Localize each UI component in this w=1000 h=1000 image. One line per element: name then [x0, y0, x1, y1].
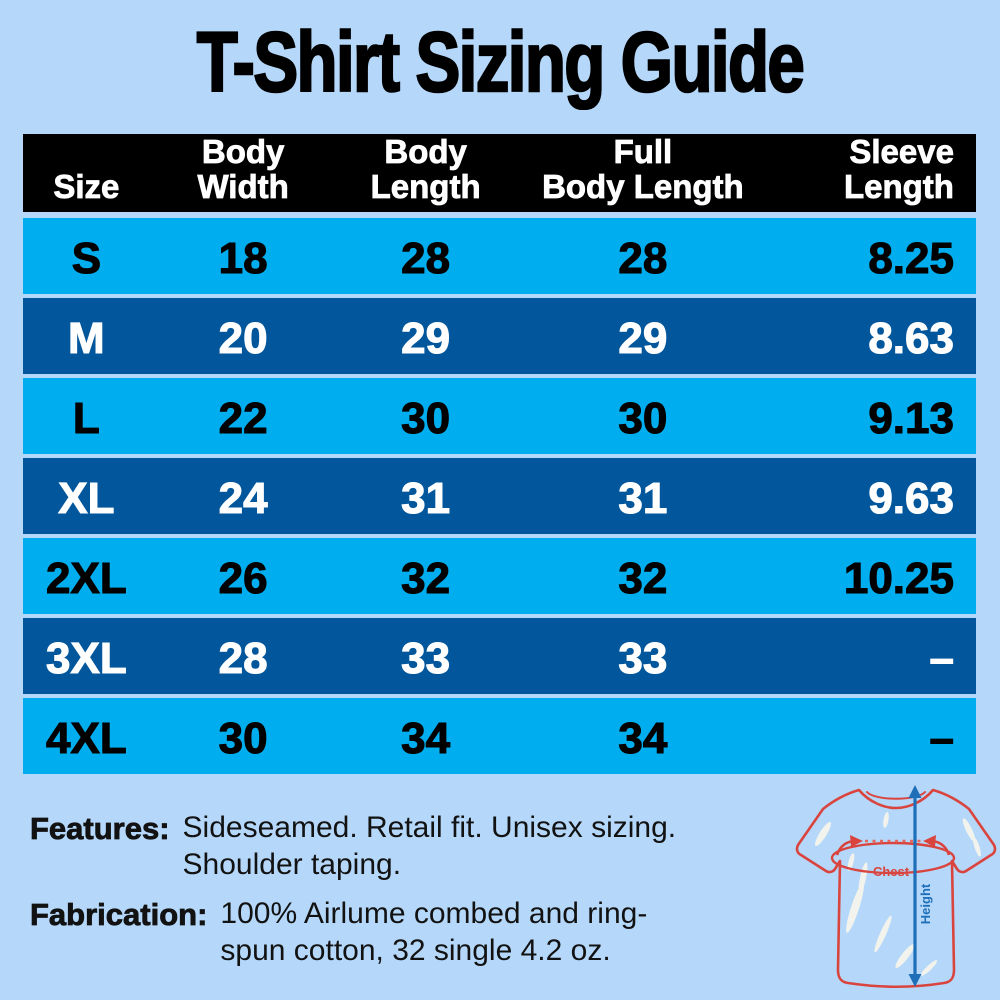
fabrication-label: Fabrication:	[30, 897, 208, 933]
body-length-cell: 32	[401, 553, 451, 603]
column-header-line: Width	[197, 167, 289, 205]
column-header-line: Length	[843, 167, 955, 205]
size-cell: S	[71, 233, 102, 283]
full-body-length-cell: 34	[618, 713, 668, 763]
sleeve-length-cell: –	[929, 633, 955, 683]
fabrication-text: 100% Airlume combed and ring- spun cotto…	[220, 896, 647, 969]
sleeve-length-cell: 9.63	[868, 473, 955, 523]
column-header-line: Body Length	[542, 167, 744, 205]
fabrication-line-2: spun cotton, 32 single 4.2 oz.	[220, 933, 611, 967]
table-header-row: Size Body Width Body Length Full Body Le…	[23, 134, 976, 212]
size-cell: 2XL	[45, 553, 127, 603]
size-cell: M	[67, 313, 105, 363]
body-length-cell: 33	[401, 633, 451, 683]
column-header-body-width: Body Width	[150, 134, 337, 212]
column-header-sleeve-length: Sleeve Length	[771, 134, 976, 212]
table-row-xl: XL 24 31 31 9.63	[23, 458, 976, 534]
table-row-s: S 18 28 28 8.25	[23, 218, 976, 294]
tshirt-measurement-diagram: Chest Height	[795, 785, 997, 989]
table-row-m: M 20 29 29 8.63	[23, 298, 976, 374]
features-line-1: Sideseamed. Retail fit. Unisex sizing.	[182, 811, 677, 844]
table-row-4xl: 4XL 30 34 34 –	[23, 698, 976, 774]
full-body-length-cell: 33	[618, 633, 668, 683]
sleeve-length-cell: 9.13	[868, 393, 955, 443]
body-width-cell: 18	[218, 233, 268, 283]
table-row-l: L 22 30 30 9.13	[23, 378, 976, 454]
column-header-line: Body	[201, 133, 285, 171]
height-label: Height	[918, 883, 933, 924]
features-label: Features:	[30, 811, 170, 847]
column-header-size: Size	[23, 134, 150, 212]
height-measure: Height	[908, 785, 933, 987]
full-body-length-cell: 31	[618, 473, 668, 523]
shirt-highlights	[815, 812, 981, 976]
column-header-body-length: Body Length	[337, 134, 515, 212]
column-header-line: Size	[53, 167, 120, 205]
size-cell: XL	[58, 473, 115, 523]
full-body-length-cell: 30	[618, 393, 668, 443]
sleeve-length-cell: –	[929, 713, 955, 763]
sleeve-length-cell: 8.63	[868, 313, 955, 363]
chest-measure: Chest	[830, 835, 956, 879]
body-length-cell: 34	[401, 713, 451, 763]
body-width-cell: 22	[218, 393, 268, 443]
fabrication-line-1: 100% Airlume combed and ring-	[220, 897, 648, 930]
body-width-cell: 30	[218, 713, 268, 763]
body-width-cell: 20	[218, 313, 268, 363]
full-body-length-cell: 32	[618, 553, 668, 603]
features-note: Features: Sideseamed. Retail fit. Unisex…	[30, 810, 677, 883]
size-table: Size Body Width Body Length Full Body Le…	[23, 134, 976, 774]
shirt-outline-icon	[795, 788, 997, 989]
size-cell: 4XL	[45, 713, 127, 763]
table-row-3xl: 3XL 28 33 33 –	[23, 618, 976, 694]
body-width-cell: 24	[218, 473, 268, 523]
fabrication-note: Fabrication: 100% Airlume combed and rin…	[30, 896, 648, 969]
features-text: Sideseamed. Retail fit. Unisex sizing. S…	[183, 810, 677, 883]
column-header-line: Body	[384, 133, 467, 171]
body-width-cell: 26	[218, 553, 268, 603]
body-length-cell: 28	[401, 233, 451, 283]
features-line-2: Shoulder taping.	[182, 847, 402, 881]
sleeve-length-cell: 8.25	[868, 233, 955, 283]
size-cell: L	[72, 393, 100, 443]
size-cell: 3XL	[45, 633, 127, 683]
column-header-full-body-length: Full Body Length	[515, 134, 771, 212]
body-width-cell: 28	[218, 633, 268, 683]
chest-label: Chest	[873, 864, 910, 879]
full-body-length-cell: 29	[618, 313, 668, 363]
column-header-line: Length	[370, 167, 481, 205]
sleeve-length-cell: 10.25	[843, 553, 954, 603]
column-header-line: Full	[613, 133, 673, 171]
body-length-cell: 29	[401, 313, 451, 363]
column-header-line: Sleeve	[849, 133, 954, 171]
body-length-cell: 31	[401, 473, 451, 523]
full-body-length-cell: 28	[618, 233, 668, 283]
body-length-cell: 30	[401, 393, 451, 443]
page-title: T-Shirt Sizing Guide	[196, 15, 806, 109]
table-body: S 18 28 28 8.25 M 20 29 29 8.63 L 22 30 …	[23, 218, 976, 774]
table-row-2xl: 2XL 26 32 32 10.25	[23, 538, 976, 614]
